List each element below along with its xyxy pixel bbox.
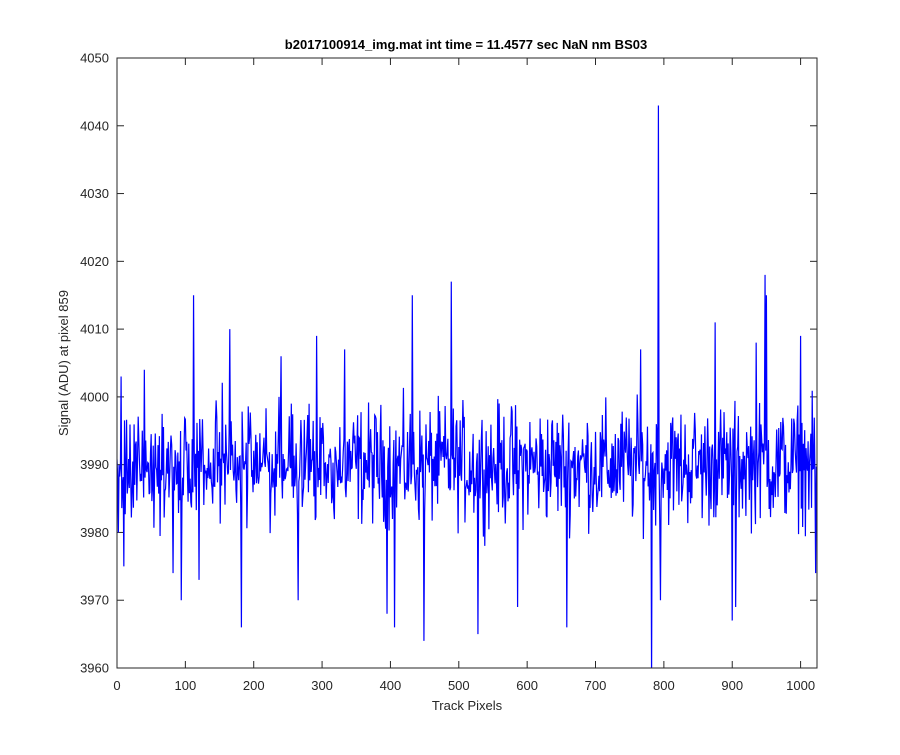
x-tick-label: 700 <box>585 678 607 693</box>
y-tick-label: 4020 <box>80 254 109 269</box>
x-tick-label: 400 <box>380 678 402 693</box>
x-tick-label: 0 <box>113 678 120 693</box>
y-tick-label: 3990 <box>80 457 109 472</box>
x-axis-label: Track Pixels <box>432 698 503 713</box>
y-tick-label: 4010 <box>80 322 109 337</box>
x-tick-label: 300 <box>311 678 333 693</box>
signal-line <box>117 105 817 668</box>
y-tick-label: 3970 <box>80 593 109 608</box>
plot-frame <box>116 57 818 669</box>
y-tick-label: 4030 <box>80 186 109 201</box>
y-tick-label: 4040 <box>80 118 109 133</box>
y-axis-label: Signal (ADU) at pixel 859 <box>56 290 71 436</box>
x-tick-label: 200 <box>243 678 265 693</box>
chart-title: b2017100914_img.mat int time = 11.4577 s… <box>285 37 647 52</box>
y-tick-label: 4050 <box>80 51 109 66</box>
x-tick-label: 500 <box>448 678 470 693</box>
x-tick-label: 600 <box>516 678 538 693</box>
plot-area <box>117 58 817 668</box>
x-tick-label: 100 <box>175 678 197 693</box>
x-tick-label: 1000 <box>786 678 815 693</box>
y-tick-label: 3980 <box>80 525 109 540</box>
y-tick-label: 4000 <box>80 389 109 404</box>
x-tick-label: 900 <box>721 678 743 693</box>
axis-ticks: 0 100 200 300 400 500 600 700 800 900 1000 3960 3970… <box>80 51 817 693</box>
y-tick-label: 3960 <box>80 661 109 676</box>
series-group <box>117 105 817 668</box>
x-tick-label: 800 <box>653 678 675 693</box>
